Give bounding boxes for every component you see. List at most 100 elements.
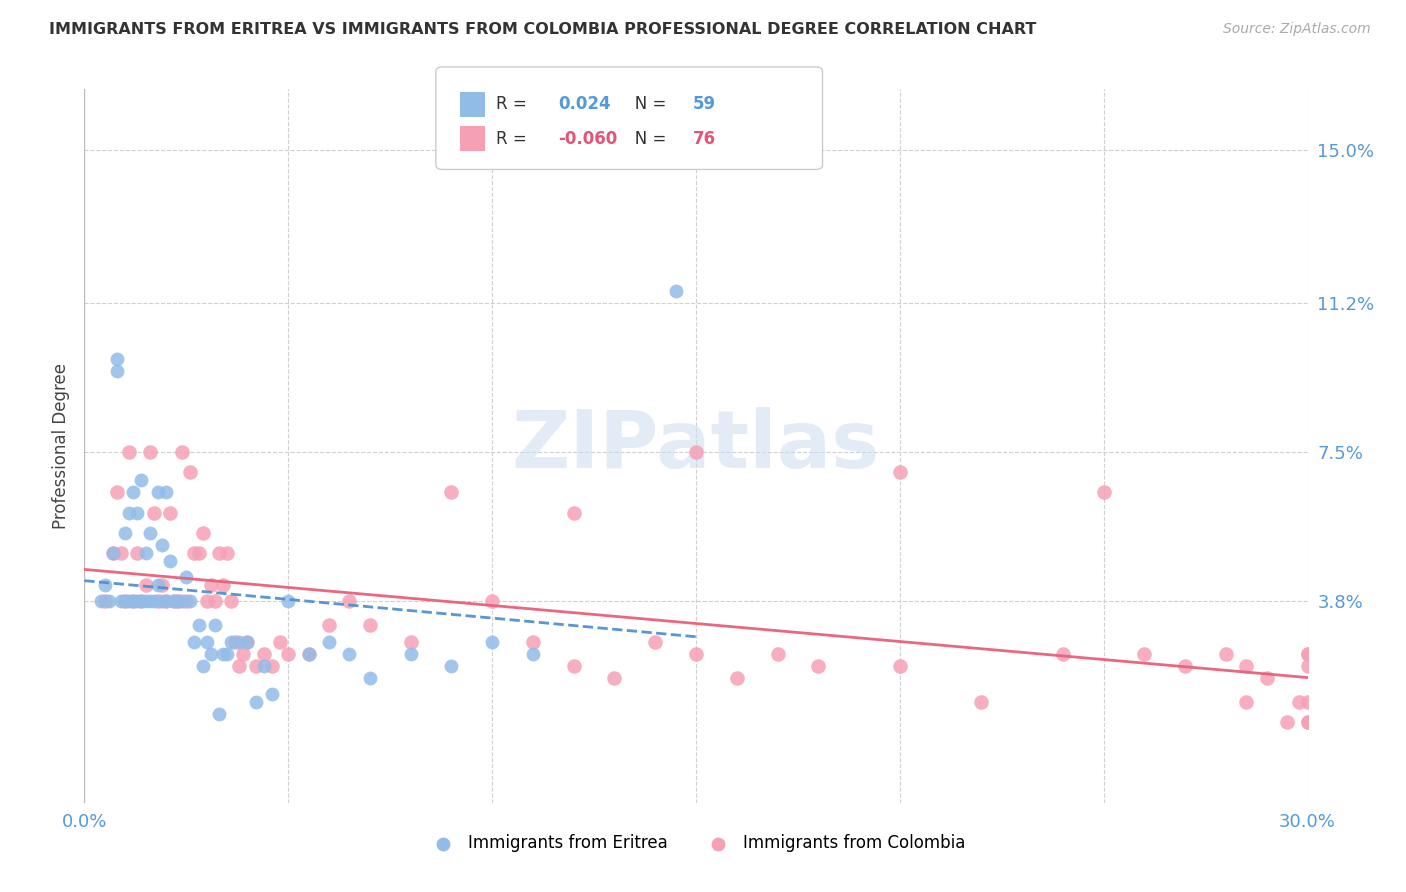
Point	[105, 364, 128, 378]
Point	[122, 594, 145, 608]
Point	[359, 618, 381, 632]
Point	[179, 594, 201, 608]
Point	[167, 594, 190, 608]
Point	[131, 594, 153, 608]
Point	[236, 634, 259, 648]
Point	[155, 594, 177, 608]
Point	[1288, 695, 1310, 709]
Point	[142, 506, 165, 520]
Text: 76: 76	[693, 130, 716, 148]
Point	[127, 594, 149, 608]
Point	[163, 594, 186, 608]
Text: ZIPatlas: ZIPatlas	[512, 407, 880, 485]
Point	[97, 594, 120, 608]
Point	[253, 647, 276, 661]
Point	[1052, 647, 1074, 661]
Point	[1296, 715, 1319, 730]
Point	[105, 352, 128, 367]
Point	[110, 546, 132, 560]
Point	[138, 525, 160, 540]
Point	[236, 634, 259, 648]
Point	[245, 658, 267, 673]
Text: -0.060: -0.060	[558, 130, 617, 148]
Point	[298, 647, 321, 661]
Point	[440, 658, 463, 673]
Point	[191, 525, 214, 540]
Point	[131, 473, 153, 487]
Point	[204, 594, 226, 608]
Point	[146, 578, 169, 592]
Point	[135, 594, 157, 608]
Point	[253, 658, 276, 673]
Point	[889, 465, 911, 479]
Point	[1236, 695, 1258, 709]
Point	[318, 618, 340, 632]
Point	[150, 578, 173, 592]
Point	[172, 594, 194, 608]
Text: 59: 59	[693, 95, 716, 113]
Point	[146, 485, 169, 500]
Point	[155, 594, 177, 608]
Point	[219, 594, 242, 608]
Point	[665, 284, 688, 298]
Point	[725, 671, 748, 685]
Point	[114, 594, 136, 608]
Point	[277, 594, 299, 608]
Text: 0.024: 0.024	[558, 95, 610, 113]
Point	[219, 634, 242, 648]
Point	[179, 465, 201, 479]
Point	[224, 634, 246, 648]
Point	[159, 506, 181, 520]
Point	[217, 546, 239, 560]
Point	[105, 485, 128, 500]
Point	[339, 594, 361, 608]
Point	[135, 578, 157, 592]
Point	[122, 594, 145, 608]
Point	[481, 634, 503, 648]
Point	[135, 546, 157, 560]
Legend: Immigrants from Eritrea, Immigrants from Colombia: Immigrants from Eritrea, Immigrants from…	[420, 828, 972, 859]
Point	[155, 485, 177, 500]
Point	[298, 647, 321, 661]
Point	[93, 594, 115, 608]
Point	[1174, 658, 1197, 673]
Point	[481, 594, 503, 608]
Point	[114, 525, 136, 540]
Point	[101, 546, 124, 560]
Point	[1296, 658, 1319, 673]
Point	[114, 594, 136, 608]
Point	[399, 647, 422, 661]
Point	[200, 578, 222, 592]
Point	[159, 554, 181, 568]
Point	[187, 546, 209, 560]
Point	[217, 647, 239, 661]
Point	[359, 671, 381, 685]
Point	[766, 647, 789, 661]
Text: Source: ZipAtlas.com: Source: ZipAtlas.com	[1223, 22, 1371, 37]
Point	[1296, 647, 1319, 661]
Point	[1133, 647, 1156, 661]
Point	[118, 445, 141, 459]
Point	[603, 671, 626, 685]
Point	[127, 506, 149, 520]
Text: R =: R =	[496, 130, 533, 148]
Point	[1277, 715, 1299, 730]
Point	[131, 594, 153, 608]
Point	[1296, 647, 1319, 661]
Point	[200, 647, 222, 661]
Point	[212, 578, 235, 592]
Point	[191, 658, 214, 673]
Point	[150, 538, 173, 552]
Point	[232, 647, 254, 661]
Point	[644, 634, 666, 648]
Point	[970, 695, 993, 709]
Point	[183, 634, 205, 648]
Point	[204, 618, 226, 632]
Point	[195, 634, 218, 648]
Point	[522, 634, 544, 648]
Point	[807, 658, 830, 673]
Point	[138, 445, 160, 459]
Point	[172, 445, 194, 459]
Point	[118, 594, 141, 608]
Point	[1296, 695, 1319, 709]
